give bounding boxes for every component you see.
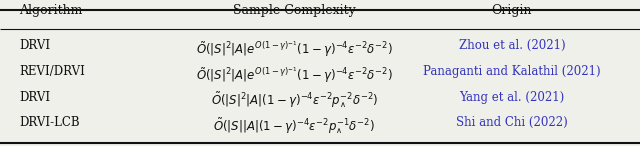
Text: $\tilde{O}(|S||A|(1-\gamma)^{-4}\epsilon^{-2}p_{\wedge}^{-1}\delta^{-2})$: $\tilde{O}(|S||A|(1-\gamma)^{-4}\epsilon…: [214, 116, 375, 136]
Text: DRVI: DRVI: [19, 91, 51, 104]
Text: $\tilde{O}(|S|^2|A|e^{O(1-\gamma)^{-1}}(1-\gamma)^{-4}\epsilon^{-2}\delta^{-2})$: $\tilde{O}(|S|^2|A|e^{O(1-\gamma)^{-1}}(…: [196, 39, 393, 59]
Text: Algorithm: Algorithm: [19, 4, 83, 17]
Text: DRVI: DRVI: [19, 39, 51, 52]
Text: Zhou et al. (2021): Zhou et al. (2021): [459, 39, 565, 52]
Text: $\tilde{O}(|S|^2|A|e^{O(1-\gamma)^{-1}}(1-\gamma)^{-4}\epsilon^{-2}\delta^{-2})$: $\tilde{O}(|S|^2|A|e^{O(1-\gamma)^{-1}}(…: [196, 65, 393, 85]
Text: Panaganti and Kalathil (2021): Panaganti and Kalathil (2021): [423, 65, 601, 78]
Text: Origin: Origin: [492, 4, 532, 17]
Text: REVI/DRVI: REVI/DRVI: [19, 65, 85, 78]
Text: DRVI-LCB: DRVI-LCB: [19, 116, 80, 129]
Text: Yang et al. (2021): Yang et al. (2021): [460, 91, 564, 104]
Text: $\tilde{O}(|S|^2|A|(1-\gamma)^{-4}\epsilon^{-2}p_{\wedge}^{-2}\delta^{-2})$: $\tilde{O}(|S|^2|A|(1-\gamma)^{-4}\epsil…: [211, 91, 378, 110]
Text: Sample Complexity: Sample Complexity: [233, 4, 356, 17]
Text: Shi and Chi (2022): Shi and Chi (2022): [456, 116, 568, 129]
